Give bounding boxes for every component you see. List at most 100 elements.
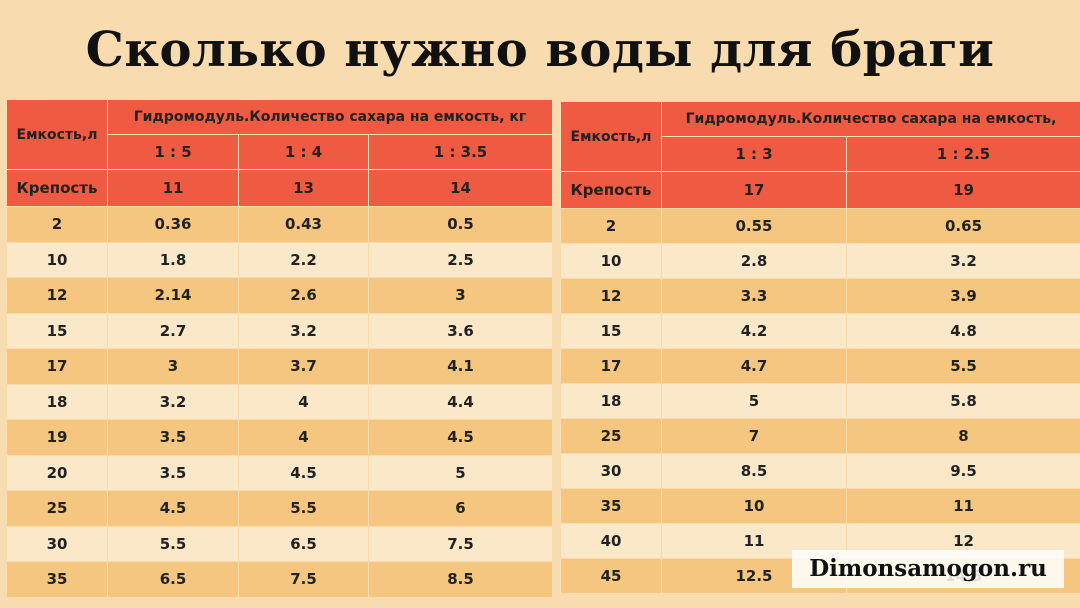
sugar-cell: 3.6: [367, 312, 554, 349]
sugar-cell: 5.8: [845, 383, 1080, 419]
table-row: 30 5.5 6.5 7.5: [6, 525, 554, 562]
table-header-title: Гидромодуль.Количество сахара на емкость…: [660, 101, 1080, 137]
table-row: 17 4.7 5.5: [560, 348, 1080, 384]
capacity-cell: 12: [560, 278, 662, 314]
sugar-cell: 3.2: [845, 243, 1080, 279]
table-row: 15 4.2 4.8: [560, 313, 1080, 349]
sugar-cell: 3.2: [107, 383, 239, 420]
sugar-cell: 1.8: [107, 241, 239, 278]
strength-value: 13: [238, 169, 369, 207]
sugar-cell: 5: [367, 454, 554, 491]
capacity-cell: 2: [560, 208, 662, 244]
strength-label: Крепость: [6, 169, 108, 207]
sugar-cell: 5: [661, 383, 847, 419]
sugar-cell: 7.5: [238, 561, 369, 598]
capacity-cell: 18: [560, 383, 662, 419]
table-row: 35 6.5 7.5 8.5: [6, 561, 554, 598]
capacity-header: Емкость,л: [6, 99, 108, 170]
sugar-cell: 3.3: [661, 278, 847, 314]
ratio-header: 1 : 2.5: [845, 136, 1080, 172]
table-row: 35 10 11: [560, 488, 1080, 524]
strength-label: Крепость: [560, 171, 662, 209]
capacity-cell: 15: [560, 313, 662, 349]
sugar-cell: 4: [238, 419, 369, 456]
capacity-cell: 30: [6, 525, 108, 562]
sugar-cell: 4.4: [367, 383, 554, 420]
sugar-cell: 2.6: [238, 277, 369, 314]
table-row: 25 7 8: [560, 418, 1080, 454]
sugar-cell: 4.5: [367, 419, 554, 456]
sugar-cell: 6.5: [107, 561, 239, 598]
sugar-cell: 5.5: [238, 490, 369, 527]
sugar-cell: 0.5: [367, 206, 554, 243]
table-row: 18 3.2 4 4.4: [6, 383, 554, 420]
table-row: 10 1.8 2.2 2.5: [6, 241, 554, 278]
sugar-table-right: Емкость,л Гидромодуль.Количество сахара н…: [560, 101, 1080, 594]
sugar-cell: 3.9: [845, 278, 1080, 314]
table-row: 10 2.8 3.2: [560, 243, 1080, 279]
capacity-cell: 2: [6, 206, 108, 243]
sugar-cell: 3.5: [107, 419, 239, 456]
ratio-header: 1 : 5: [107, 134, 239, 170]
sugar-cell: 3: [107, 348, 239, 385]
table-row: 40 11 12: [560, 523, 1080, 559]
capacity-cell: 20: [6, 454, 108, 491]
table-row: 19 3.5 4 4.5: [6, 419, 554, 456]
capacity-cell: 10: [560, 243, 662, 279]
sugar-cell: 11: [845, 488, 1080, 524]
sugar-cell: 4.7: [661, 348, 847, 384]
sugar-cell: 2.7: [107, 312, 239, 349]
sugar-cell: 3.5: [107, 454, 239, 491]
sugar-cell: 0.55: [661, 208, 847, 244]
sugar-cell: 4: [238, 383, 369, 420]
sugar-cell: 5.5: [107, 525, 239, 562]
strength-value: 11: [107, 169, 239, 207]
capacity-cell: 35: [560, 488, 662, 524]
page-title: Сколько нужно воды для браги: [85, 22, 995, 78]
ratio-header: 1 : 3: [661, 136, 847, 172]
sugar-cell: 2.5: [367, 241, 554, 278]
sugar-cell: 5.5: [845, 348, 1080, 384]
table-row: 2 0.55 0.65: [560, 208, 1080, 244]
capacity-cell: 25: [6, 490, 108, 527]
table-row: 30 8.5 9.5: [560, 453, 1080, 489]
sugar-cell: 3: [367, 277, 554, 314]
watermark: Dimonsamogon.ru: [792, 550, 1064, 588]
table-row: 25 4.5 5.5 6: [6, 490, 554, 527]
capacity-cell: 18: [6, 383, 108, 420]
capacity-cell: 19: [6, 419, 108, 456]
table-row: 12 3.3 3.9: [560, 278, 1080, 314]
sugar-cell: 0.36: [107, 206, 239, 243]
sugar-cell: 6.5: [238, 525, 369, 562]
strength-value: 14: [367, 169, 554, 207]
capacity-cell: 40: [560, 523, 662, 559]
capacity-header: Емкость,л: [560, 101, 662, 172]
table-header-title: Гидромодуль.Количество сахара на емкость…: [106, 99, 554, 135]
table-row: 20 3.5 4.5 5: [6, 454, 554, 491]
sugar-cell: 9.5: [845, 453, 1080, 489]
sugar-cell: 3.7: [238, 348, 369, 385]
sugar-cell: 2.8: [661, 243, 847, 279]
ratio-header: 1 : 3.5: [367, 134, 554, 170]
sugar-cell: 7.5: [367, 525, 554, 562]
sugar-cell: 3.2: [238, 312, 369, 349]
sugar-cell: 4.8: [845, 313, 1080, 349]
table-row: 2 0.36 0.43 0.5: [6, 206, 554, 243]
sugar-table-left: Емкость,л Гидромодуль.Количество сахара н…: [6, 99, 554, 598]
table-row: 15 2.7 3.2 3.6: [6, 312, 554, 349]
sugar-cell: 0.43: [238, 206, 369, 243]
sugar-cell: 0.65: [845, 208, 1080, 244]
capacity-cell: 10: [6, 241, 108, 278]
table-row: 12 2.14 2.6 3: [6, 277, 554, 314]
capacity-cell: 25: [560, 418, 662, 454]
sugar-cell: 10: [661, 488, 847, 524]
capacity-cell: 30: [560, 453, 662, 489]
table-row: 17 3 3.7 4.1: [6, 348, 554, 385]
capacity-cell: 17: [6, 348, 108, 385]
sugar-cell: 4.5: [107, 490, 239, 527]
sugar-cell: 8: [845, 418, 1080, 454]
capacity-cell: 17: [560, 348, 662, 384]
capacity-cell: 35: [6, 561, 108, 598]
sugar-cell: 6: [367, 490, 554, 527]
sugar-cell: 2.2: [238, 241, 369, 278]
